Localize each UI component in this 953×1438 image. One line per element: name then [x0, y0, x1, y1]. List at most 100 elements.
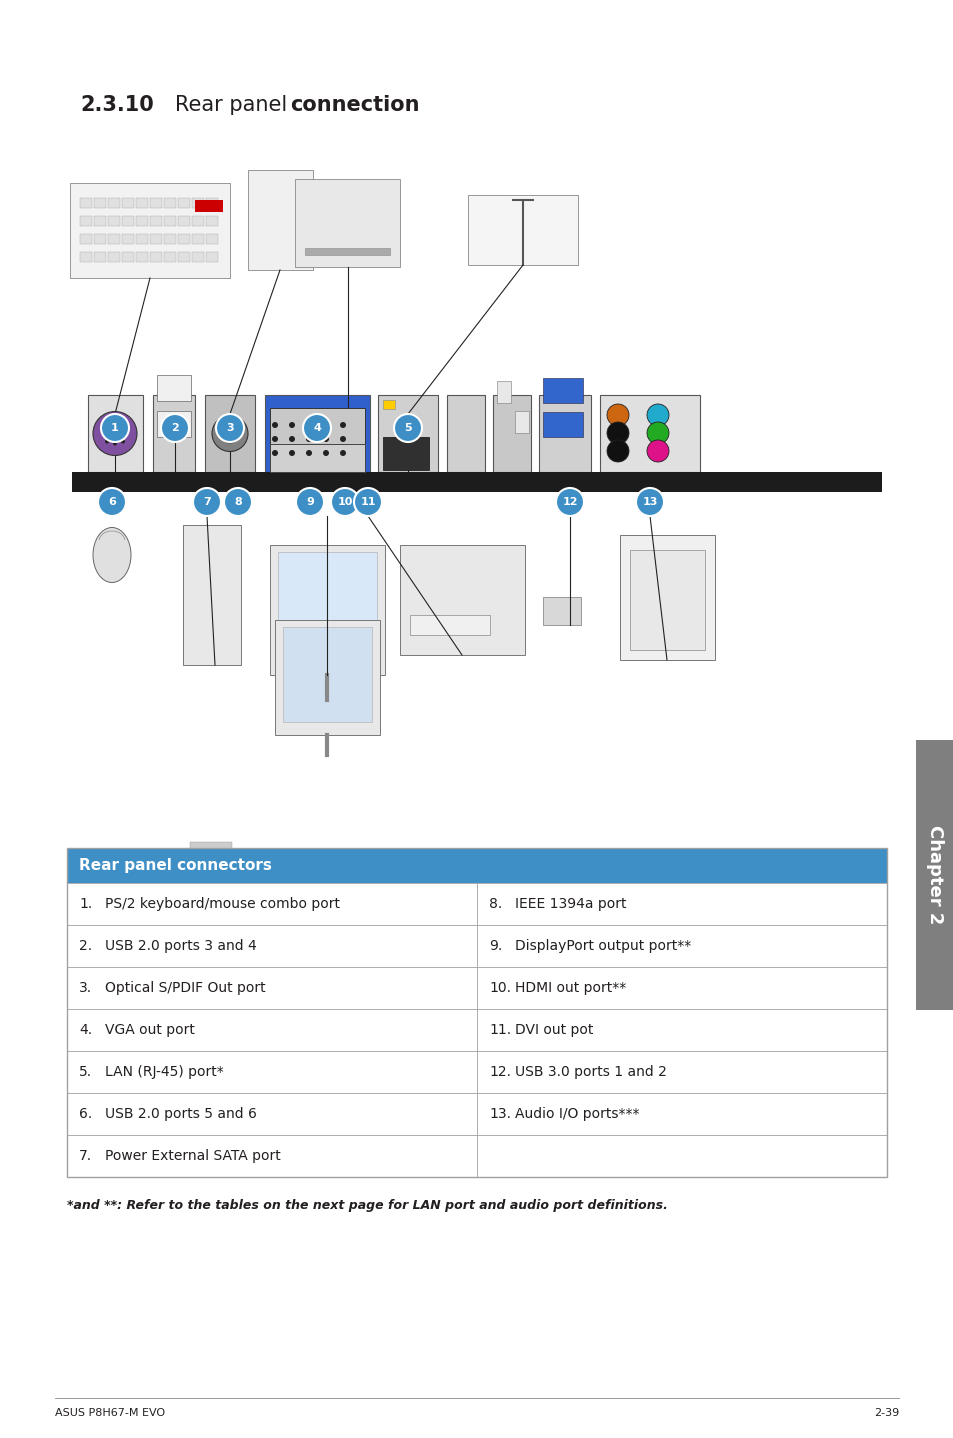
- Bar: [164, 198, 175, 209]
- Bar: [206, 216, 218, 226]
- Text: 3: 3: [226, 423, 233, 433]
- Bar: [178, 216, 190, 226]
- Bar: [270, 444, 365, 472]
- Text: 2: 2: [171, 423, 178, 433]
- Bar: [399, 545, 524, 654]
- Text: 3.: 3.: [79, 981, 92, 995]
- Circle shape: [394, 414, 421, 441]
- Text: Chapter 2: Chapter 2: [925, 825, 943, 925]
- Circle shape: [161, 414, 189, 441]
- Bar: [277, 552, 376, 660]
- Circle shape: [354, 487, 381, 516]
- Circle shape: [323, 436, 329, 441]
- Text: USB 3.0 ports 1 and 2: USB 3.0 ports 1 and 2: [515, 1066, 666, 1078]
- Bar: [178, 252, 190, 262]
- Circle shape: [339, 450, 346, 456]
- Text: Rear panel connectors: Rear panel connectors: [79, 858, 272, 873]
- Circle shape: [646, 440, 668, 462]
- Bar: [150, 234, 162, 244]
- Text: 11: 11: [360, 498, 375, 508]
- Bar: [152, 395, 194, 472]
- Text: DisplayPort output port**: DisplayPort output port**: [515, 939, 691, 953]
- Text: 7: 7: [203, 498, 211, 508]
- Circle shape: [646, 404, 668, 426]
- Text: 8.: 8.: [489, 897, 501, 912]
- Circle shape: [306, 436, 312, 441]
- Text: LAN (RJ-45) port*: LAN (RJ-45) port*: [105, 1066, 224, 1078]
- Bar: [305, 247, 390, 255]
- Text: 6: 6: [108, 498, 116, 508]
- Circle shape: [646, 421, 668, 444]
- Text: 1.: 1.: [79, 897, 92, 912]
- Bar: [192, 234, 204, 244]
- Bar: [274, 620, 379, 735]
- Bar: [122, 198, 133, 209]
- Circle shape: [105, 424, 109, 427]
- Circle shape: [193, 487, 221, 516]
- Text: 9.: 9.: [489, 939, 501, 953]
- Circle shape: [606, 440, 628, 462]
- Bar: [294, 178, 399, 267]
- Text: 10.: 10.: [489, 981, 511, 995]
- Bar: [619, 535, 714, 660]
- Text: VGA out port: VGA out port: [105, 1022, 194, 1037]
- Text: Power External SATA port: Power External SATA port: [105, 1149, 280, 1163]
- Bar: [80, 216, 91, 226]
- Bar: [94, 198, 106, 209]
- Circle shape: [224, 487, 252, 516]
- Circle shape: [289, 450, 294, 456]
- Circle shape: [289, 421, 294, 429]
- Bar: [67, 1051, 886, 1093]
- Bar: [67, 848, 886, 883]
- Circle shape: [606, 421, 628, 444]
- Circle shape: [92, 411, 137, 456]
- Bar: [206, 252, 218, 262]
- Circle shape: [121, 424, 125, 427]
- Text: 8: 8: [233, 498, 242, 508]
- Bar: [265, 395, 370, 472]
- Circle shape: [212, 416, 248, 452]
- Bar: [67, 966, 886, 1009]
- Circle shape: [105, 440, 109, 443]
- Bar: [270, 408, 365, 460]
- Bar: [122, 216, 133, 226]
- Text: DVI out pot: DVI out pot: [515, 1022, 593, 1037]
- Bar: [157, 375, 191, 401]
- Bar: [150, 198, 162, 209]
- Bar: [270, 545, 385, 674]
- Circle shape: [339, 421, 346, 429]
- Bar: [80, 234, 91, 244]
- Text: *and **: Refer to the tables on the next page for LAN port and audio port defini: *and **: Refer to the tables on the next…: [67, 1199, 667, 1212]
- Bar: [183, 525, 241, 664]
- Bar: [283, 627, 372, 722]
- Circle shape: [272, 421, 277, 429]
- Bar: [410, 615, 490, 636]
- Bar: [108, 234, 120, 244]
- Bar: [80, 252, 91, 262]
- Bar: [194, 200, 223, 211]
- Bar: [915, 741, 953, 1009]
- Bar: [493, 395, 531, 472]
- Bar: [382, 400, 395, 408]
- Bar: [599, 395, 700, 472]
- Bar: [70, 183, 230, 278]
- Text: HDMI out port**: HDMI out port**: [515, 981, 625, 995]
- Bar: [80, 198, 91, 209]
- Text: 9: 9: [306, 498, 314, 508]
- Bar: [122, 252, 133, 262]
- Bar: [377, 395, 437, 472]
- Bar: [67, 925, 886, 966]
- Circle shape: [112, 441, 117, 446]
- Bar: [67, 1135, 886, 1176]
- Text: Audio I/O ports***: Audio I/O ports***: [515, 1107, 639, 1122]
- Text: 10: 10: [337, 498, 353, 508]
- Bar: [382, 437, 429, 470]
- Bar: [629, 549, 704, 650]
- Bar: [108, 198, 120, 209]
- Bar: [157, 411, 191, 437]
- Text: 6.: 6.: [79, 1107, 92, 1122]
- Text: 7.: 7.: [79, 1149, 92, 1163]
- Bar: [122, 234, 133, 244]
- Circle shape: [289, 436, 294, 441]
- Text: USB 2.0 ports 5 and 6: USB 2.0 ports 5 and 6: [105, 1107, 256, 1122]
